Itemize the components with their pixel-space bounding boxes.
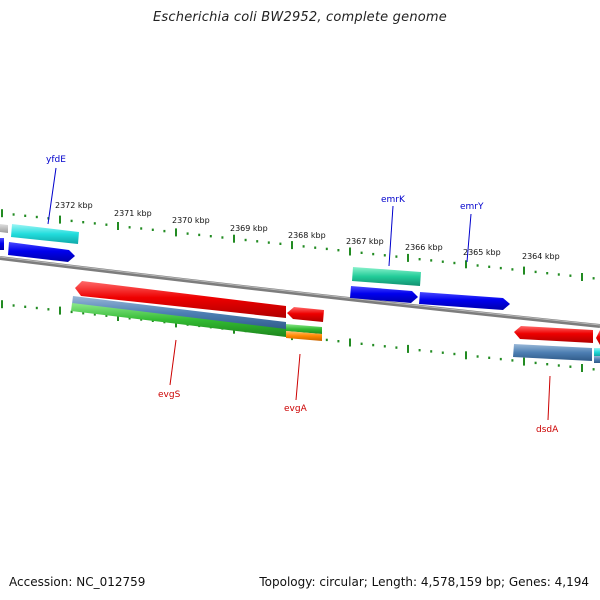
- tick-label-2372: 2372 kbp: [55, 201, 93, 210]
- gene-label-yfdE: yfdE: [46, 155, 66, 165]
- tick-label-2368: 2368 kbp: [288, 231, 326, 240]
- gene-emrK-blue[interactable]: [350, 286, 418, 303]
- tick-label-2366: 2366 kbp: [405, 243, 443, 252]
- gene-dsdA-steel[interactable]: [513, 344, 592, 361]
- gene-evgA-green[interactable]: [286, 324, 322, 334]
- gene-emrY[interactable]: [419, 292, 510, 310]
- genome-summary-text: Topology: circular; Length: 4,578,159 bp…: [259, 575, 589, 589]
- evgS-leader: [169, 339, 177, 386]
- gene-label-emrK: emrK: [381, 195, 406, 205]
- gene-evgA[interactable]: [287, 307, 324, 322]
- emrK-leader: [388, 205, 394, 267]
- emrY-leader: [466, 213, 472, 263]
- gene-dsdA[interactable]: [514, 326, 593, 343]
- gene-label-dsdA: dsdA: [536, 425, 559, 435]
- accession-text: Accession: NC_012759: [9, 575, 146, 589]
- upper-tick-track: [1, 209, 595, 281]
- gene-yfdE-blue[interactable]: [8, 242, 75, 262]
- gene-cyan-partial-right[interactable]: [594, 348, 600, 356]
- gene-blue-partial-left[interactable]: [0, 238, 4, 250]
- gene-evgA-orange[interactable]: [286, 331, 322, 341]
- gene-label-evgA: evgA: [284, 404, 308, 414]
- tick-label-2370: 2370 kbp: [172, 216, 210, 225]
- tick-label-2365: 2365 kbp: [463, 248, 501, 257]
- gene-label-emrY: emrY: [460, 202, 484, 212]
- gene-steel-partial-right[interactable]: [594, 356, 600, 363]
- tick-label-2367: 2367 kbp: [346, 237, 384, 246]
- yfdE-leader: [47, 167, 57, 225]
- gene-evgS-green[interactable]: [71, 303, 286, 337]
- dsdA-leader: [547, 375, 551, 421]
- gene-emrK[interactable]: [352, 267, 421, 286]
- genome-backbone: [0, 256, 600, 328]
- gene-evgS-steel[interactable]: [72, 296, 286, 330]
- map-title: Escherichia coli BW2952, complete genome: [153, 10, 447, 25]
- gene-gray-partial[interactable]: [0, 224, 8, 233]
- tick-label-2364: 2364 kbp: [522, 252, 560, 261]
- gene-red-partial-right[interactable]: [596, 330, 600, 345]
- gene-yfdE-cyan[interactable]: [11, 224, 79, 244]
- evgA-leader: [295, 353, 301, 401]
- tick-label-2371: 2371 kbp: [114, 209, 152, 218]
- gene-evgS[interactable]: [75, 281, 286, 318]
- gene-label-evgS: evgS: [158, 390, 181, 400]
- tick-label-2369: 2369 kbp: [230, 224, 268, 233]
